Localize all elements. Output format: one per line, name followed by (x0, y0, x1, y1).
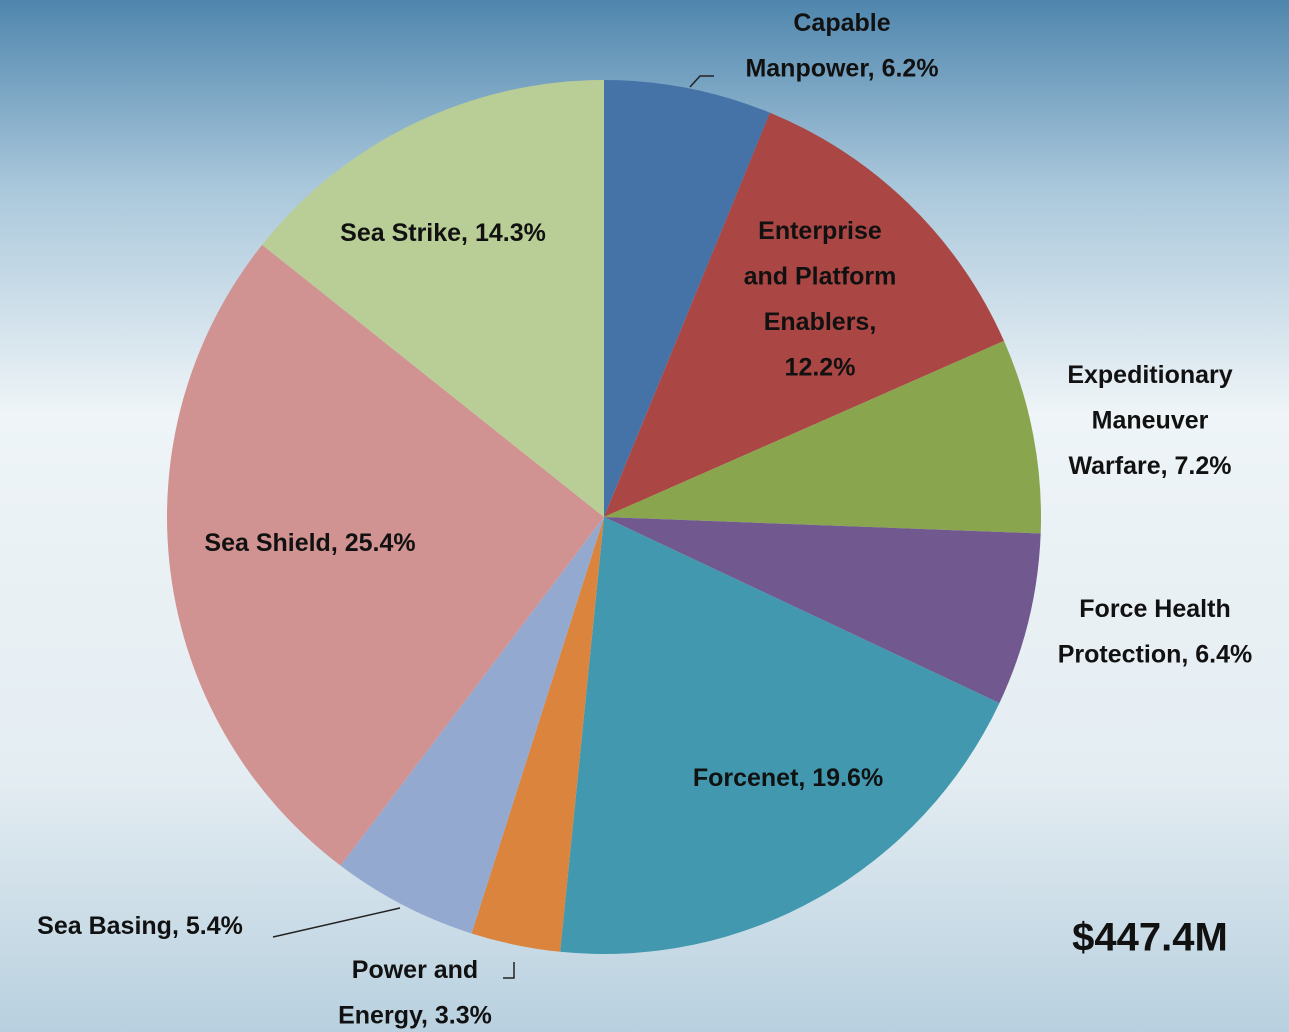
slice-label: Forcenet, 19.6% (693, 764, 883, 792)
slice-label: Expeditionary Maneuver Warfare, 7.2% (1067, 361, 1232, 480)
pie (166, 80, 1041, 954)
pie-slice (604, 80, 770, 517)
pie-slice (604, 517, 1041, 704)
pie-slice (262, 80, 604, 517)
slice-label: Enterprise and Platform Enablers, 12.2% (744, 217, 897, 382)
leader-line (503, 962, 515, 979)
slice-label: Force Health Protection, 6.4% (1058, 595, 1253, 669)
slice-label: Sea Strike, 14.3% (340, 219, 546, 247)
pie-slice (166, 244, 604, 866)
leader-line (272, 907, 401, 938)
pie-slice (604, 112, 1004, 517)
labels: Capable Manpower, 6.2% Enterprise and Platf… (37, 9, 1252, 1030)
pie-slice (340, 517, 604, 934)
slice-label: Power and Energy, 3.3% (338, 956, 492, 1030)
slice-label: Sea Shield, 25.4% (204, 529, 415, 557)
slice-label: Capable Manpower, 6.2% (745, 9, 938, 83)
pie-slice (604, 340, 1041, 534)
pie-slice (471, 517, 604, 952)
pie-slice (560, 517, 1000, 954)
total-annotation: $447.4M (1072, 916, 1228, 960)
leader-line (689, 75, 714, 88)
slice-label: Sea Basing, 5.4% (37, 912, 243, 940)
